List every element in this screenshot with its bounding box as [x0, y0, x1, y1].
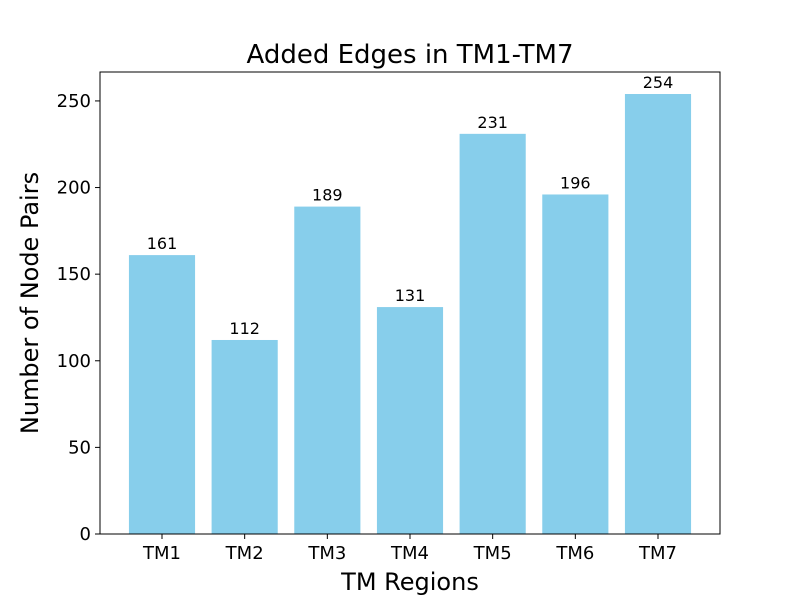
- y-tick-label: 200: [57, 178, 91, 199]
- data-labels-group: 161 112 189 131 231 196 254: [147, 73, 674, 338]
- data-label-tm6: 196: [560, 173, 591, 192]
- x-tick-label: TM2: [225, 543, 264, 564]
- chart-title: Added Edges in TM1-TM7: [246, 40, 573, 70]
- bar-tm1: [128, 255, 196, 534]
- data-label-tm2: 112: [229, 319, 260, 338]
- x-axis-label: TM Regions: [340, 568, 479, 596]
- y-tick-label: 250: [57, 91, 91, 112]
- y-tick-label: 0: [80, 524, 91, 545]
- data-label-tm1: 161: [147, 234, 178, 253]
- bar-tm4: [376, 307, 444, 534]
- bar-tm2: [211, 339, 278, 534]
- data-label-tm5: 231: [477, 113, 508, 132]
- y-tick-label: 50: [68, 437, 91, 458]
- y-axis-label: Number of Node Pairs: [16, 172, 44, 434]
- x-tick-label: TM4: [390, 543, 429, 564]
- data-label-tm7: 254: [643, 73, 674, 92]
- bars-group: [128, 94, 692, 534]
- x-axis-ticks: TM1 TM2 TM3 TM4 TM5 TM6 TM7: [142, 534, 677, 564]
- x-tick-label: TM7: [638, 543, 677, 564]
- bar-tm6: [542, 194, 609, 534]
- bar-tm3: [294, 206, 361, 534]
- data-label-tm4: 131: [395, 286, 426, 305]
- x-tick-label: TM3: [307, 543, 346, 564]
- x-tick-label: TM1: [142, 543, 181, 564]
- y-tick-label: 150: [57, 264, 91, 285]
- plot-frame: [99, 71, 721, 535]
- y-tick-label: 100: [57, 351, 91, 372]
- bar-tm5: [459, 133, 526, 534]
- bar-tm7: [624, 94, 692, 534]
- data-label-tm3: 189: [312, 186, 343, 205]
- x-tick-label: TM6: [555, 543, 594, 564]
- x-tick-label: TM5: [473, 543, 512, 564]
- y-axis-ticks: 0 50 100 150 200 250: [57, 91, 100, 545]
